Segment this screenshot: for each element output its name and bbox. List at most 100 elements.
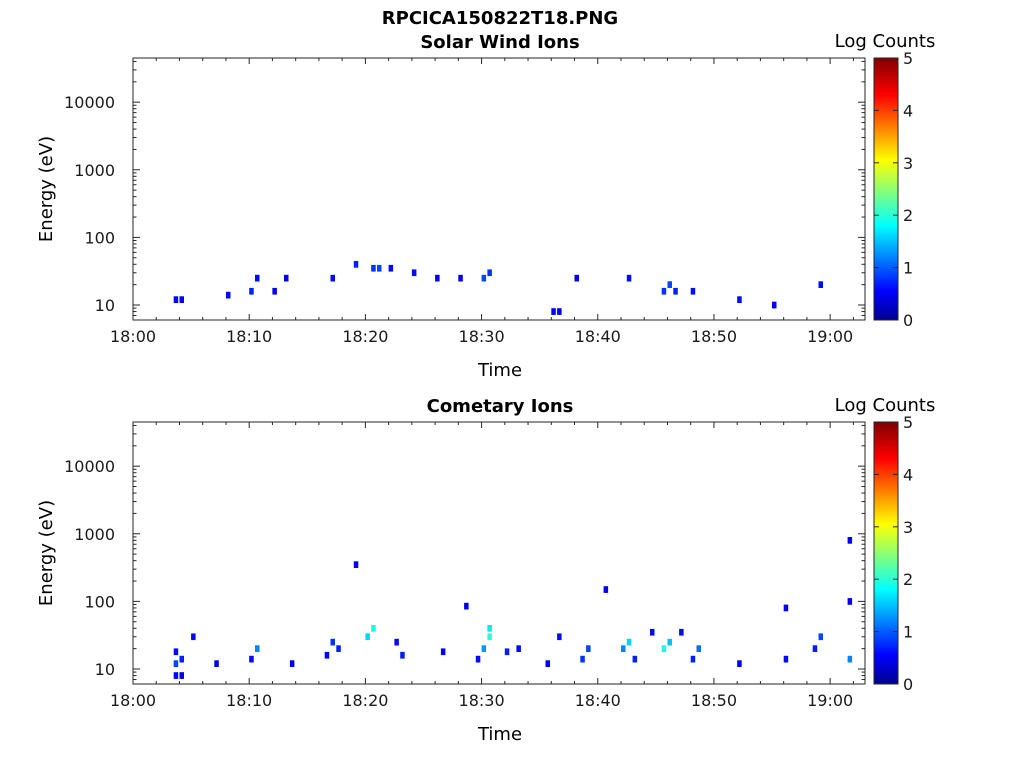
solar-wind-count-cell (458, 274, 463, 282)
cometary-count-cell (847, 598, 853, 605)
cometary-count-cell (191, 633, 196, 641)
cometary-colorbar-tick-label: 5 (903, 413, 913, 432)
solar-wind-panel: Solar Wind Ions 18:00 18:10 18:20 18:30 18:4… (36, 31, 936, 381)
cometary-count-cell (696, 645, 701, 652)
cometary-x-tick-label: 18:10 (226, 691, 272, 710)
solar-wind-count-cell (255, 274, 260, 282)
cometary-plot-frame (132, 421, 866, 685)
cometary-x-tick-label: 19:00 (807, 691, 853, 710)
cometary-xlabel: Time (477, 724, 522, 745)
cometary-count-cell (516, 645, 521, 652)
cometary-count-cell (690, 655, 696, 663)
cometary-count-cell (737, 660, 742, 667)
solar-wind-y-tick-label: 1000 (74, 161, 115, 180)
cometary-count-cell (214, 660, 219, 667)
cometary-count-cell (812, 645, 818, 652)
solar-wind-count-cell (284, 274, 289, 282)
cometary-y-tick-label: 10000 (64, 457, 115, 476)
solar-wind-count-cell (667, 281, 672, 288)
cometary-count-cell (289, 660, 295, 667)
solar-wind-count-cell (249, 287, 254, 295)
cometary-colorbar-tick-label: 3 (903, 518, 913, 537)
cometary-colorbar-tick-label: 0 (903, 675, 913, 694)
solar-wind-colorbar-tick-label: 2 (903, 206, 913, 225)
solar-wind-count-cell (557, 308, 562, 315)
cometary-count-cell (603, 586, 609, 593)
solar-wind-count-cell (574, 274, 579, 282)
cometary-colorbar-gradient (873, 421, 899, 685)
cometary-count-cell (173, 660, 179, 667)
solar-wind-colorbar-gradient (873, 57, 899, 321)
cometary-y-tick-label: 1000 (74, 525, 115, 544)
cometary-count-cell (580, 655, 585, 663)
cometary-x-tick-label: 18:30 (459, 691, 505, 710)
cometary-count-cell (173, 648, 179, 656)
cometary-count-cell (249, 655, 254, 663)
solar-wind-count-cell (551, 308, 556, 315)
solar-wind-x-tick-label: 19:00 (807, 327, 853, 346)
cometary-count-cell (783, 604, 789, 612)
solar-wind-colorbar-label: Log Counts (835, 31, 936, 52)
solar-wind-x-tick-label: 18:20 (342, 327, 388, 346)
solar-wind-x-tick-label: 18:50 (691, 327, 737, 346)
cometary-heatmap (173, 537, 853, 679)
solar-wind-colorbar: Log Counts 0 1 2 3 4 5 (835, 31, 936, 330)
solar-wind-ylabel: Energy (eV) (36, 136, 57, 242)
solar-wind-count-cell (377, 264, 382, 272)
solar-wind-count-cell (690, 287, 696, 295)
cometary-count-cell (440, 648, 446, 656)
cometary-count-cell (353, 561, 359, 568)
cometary-count-cell (475, 655, 481, 663)
solar-wind-x-tick-label: 18:30 (459, 327, 505, 346)
cometary-count-cell (336, 645, 341, 652)
cometary-count-cell (487, 633, 492, 641)
cometary-count-cell (661, 645, 667, 652)
solar-wind-colorbar-tick-label: 5 (903, 49, 913, 68)
solar-wind-count-cell (626, 274, 632, 282)
cometary-count-cell (545, 660, 550, 667)
cometary-count-cell (255, 645, 260, 652)
cometary-x-tick-label: 18:50 (691, 691, 737, 710)
cometary-count-cell (179, 672, 184, 679)
cometary-count-cell (557, 633, 562, 641)
solar-wind-count-cell (818, 281, 823, 288)
cometary-count-cell (330, 638, 335, 646)
cometary-y-tick-label: 100 (84, 592, 115, 611)
cometary-count-cell (586, 645, 591, 652)
solar-wind-count-cell (772, 301, 777, 309)
solar-wind-count-cell (272, 287, 277, 295)
solar-wind-count-cell (435, 274, 440, 282)
solar-wind-count-cell (673, 287, 678, 295)
cometary-x-tick-label: 18:20 (342, 691, 388, 710)
cometary-colorbar-label: Log Counts (835, 395, 936, 416)
cometary-x-tick-label: 18:00 (110, 691, 156, 710)
solar-wind-title: Solar Wind Ions (420, 32, 579, 53)
cometary-colorbar-tick-label: 2 (903, 570, 913, 589)
cometary-x-tick-label: 18:40 (575, 691, 621, 710)
cometary-count-cell (173, 672, 179, 679)
solar-wind-colorbar-tick-label: 1 (903, 259, 913, 278)
solar-wind-colorbar-tick-label: 0 (903, 311, 913, 330)
cometary-ylabel: Energy (eV) (36, 500, 57, 606)
cometary-count-cell (818, 633, 823, 641)
cometary-count-cell (632, 655, 638, 663)
solar-wind-xlabel: Time (477, 360, 522, 381)
cometary-count-cell (626, 638, 632, 646)
solar-wind-x-tick-label: 18:00 (110, 327, 156, 346)
solar-wind-y-tick-label: 10 (95, 296, 115, 315)
solar-wind-count-cell (371, 264, 376, 272)
solar-wind-count-cell (173, 296, 179, 303)
cometary-count-cell (400, 651, 405, 659)
solar-wind-count-cell (330, 274, 335, 282)
cometary-count-cell (371, 625, 376, 632)
cometary-count-cell (650, 628, 655, 636)
cometary-count-cell (504, 648, 510, 656)
cometary-count-cell (179, 655, 184, 663)
solar-wind-count-cell (388, 264, 394, 272)
solar-wind-count-cell (411, 269, 417, 277)
cometary-count-cell (783, 655, 789, 663)
cometary-colorbar-tick-label: 1 (903, 623, 913, 642)
cometary-colorbar: Log Counts 0 1 2 3 4 5 (835, 395, 936, 694)
figure-title: RPCICA150822T18.PNG (382, 8, 618, 29)
